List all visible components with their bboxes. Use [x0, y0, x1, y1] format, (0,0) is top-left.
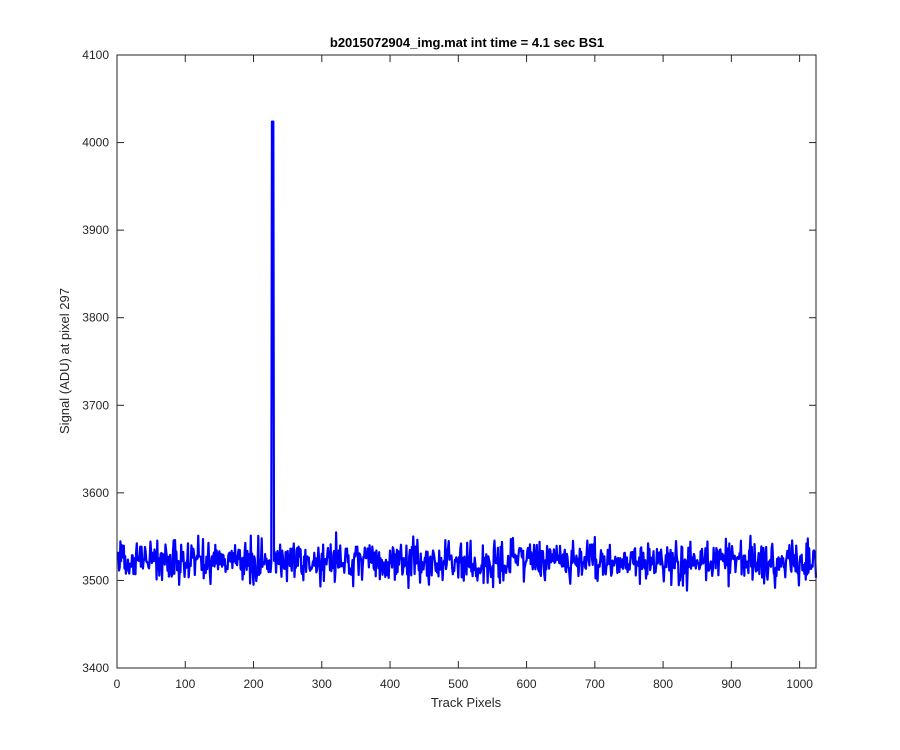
- x-tick-label: 700: [585, 677, 605, 691]
- y-tick-label: 3500: [82, 573, 109, 587]
- x-tick-label: 1000: [786, 677, 813, 691]
- x-tick-label: 600: [517, 677, 537, 691]
- x-tick-label: 900: [721, 677, 741, 691]
- y-axis-label: Signal (ADU) at pixel 297: [57, 288, 72, 434]
- y-tick-label: 3800: [82, 311, 109, 325]
- y-tick-label: 3400: [82, 661, 109, 675]
- x-tick-label: 200: [244, 677, 264, 691]
- chart-title: b2015072904_img.mat int time = 4.1 sec B…: [330, 35, 604, 50]
- x-tick-label: 800: [653, 677, 673, 691]
- y-tick-label: 4000: [82, 136, 109, 150]
- data-series-group: [116, 120, 818, 592]
- y-tick-label: 3900: [82, 223, 109, 237]
- axes-box: [116, 54, 817, 669]
- y-tick-label: 3600: [82, 486, 109, 500]
- y-tick-label: 4100: [82, 48, 109, 62]
- x-axis-label: Track Pixels: [431, 695, 502, 710]
- x-tick-label: 300: [312, 677, 332, 691]
- axes-group: 0 100 200 300 400 500 600 700 800 900 1000 3400 3500…: [82, 48, 817, 691]
- x-tick-label: 500: [448, 677, 468, 691]
- y-tick-label: 3700: [82, 398, 109, 412]
- series-line: [116, 120, 818, 592]
- x-tick-label: 0: [114, 677, 121, 691]
- x-tick-label: 100: [175, 677, 195, 691]
- x-tick-label: 400: [380, 677, 400, 691]
